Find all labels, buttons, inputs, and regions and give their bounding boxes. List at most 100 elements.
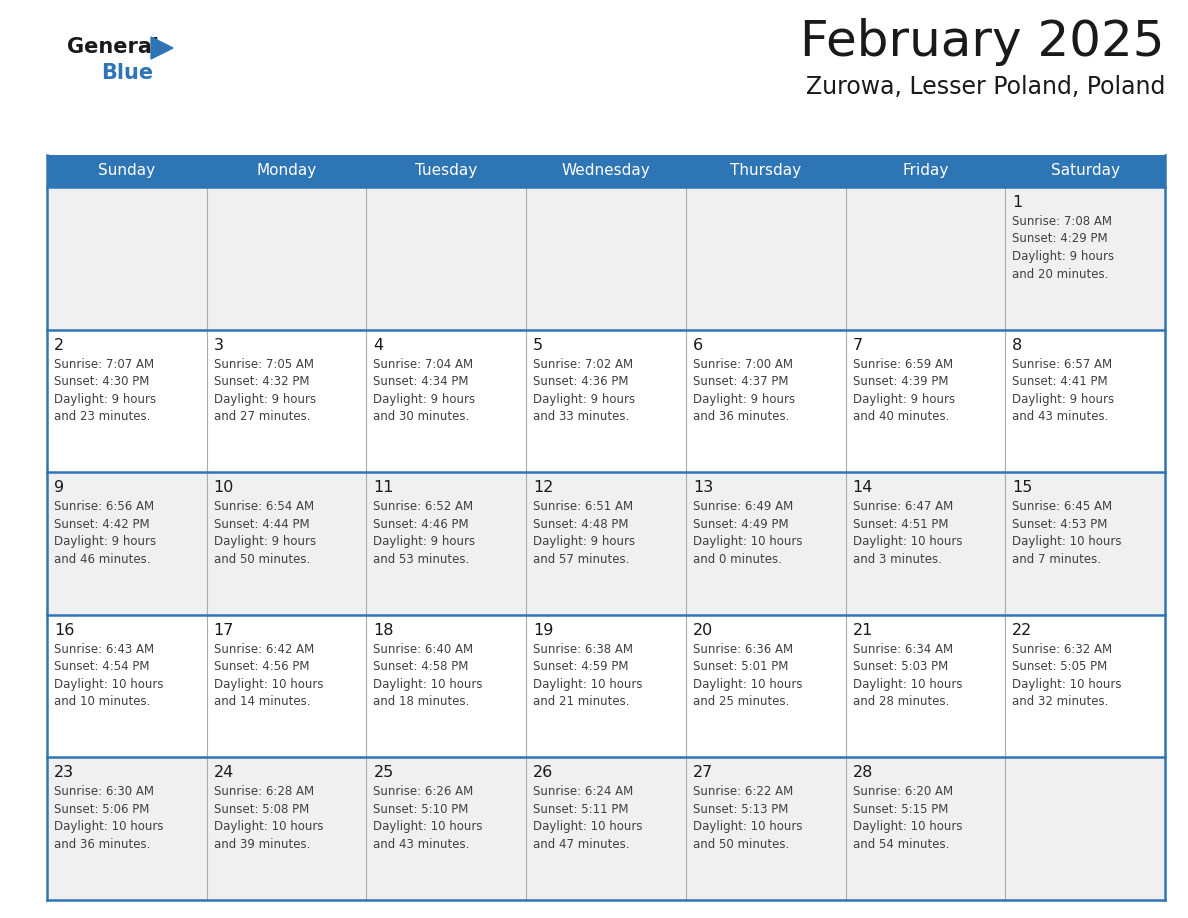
Text: Sunrise: 6:34 AM: Sunrise: 6:34 AM: [853, 643, 953, 655]
Text: and 39 minutes.: and 39 minutes.: [214, 838, 310, 851]
Text: Daylight: 9 hours: Daylight: 9 hours: [373, 393, 475, 406]
Text: 15: 15: [1012, 480, 1032, 495]
Text: and 46 minutes.: and 46 minutes.: [53, 553, 151, 565]
Text: Zurowa, Lesser Poland, Poland: Zurowa, Lesser Poland, Poland: [805, 75, 1165, 99]
Text: Sunrise: 6:38 AM: Sunrise: 6:38 AM: [533, 643, 633, 655]
Text: Daylight: 10 hours: Daylight: 10 hours: [53, 821, 164, 834]
Text: Daylight: 9 hours: Daylight: 9 hours: [533, 393, 636, 406]
Text: 8: 8: [1012, 338, 1023, 353]
Text: Sunset: 4:39 PM: Sunset: 4:39 PM: [853, 375, 948, 388]
Text: and 43 minutes.: and 43 minutes.: [373, 838, 469, 851]
Text: Sunrise: 6:59 AM: Sunrise: 6:59 AM: [853, 358, 953, 371]
Text: 22: 22: [1012, 622, 1032, 638]
Text: and 50 minutes.: and 50 minutes.: [693, 838, 789, 851]
Text: 6: 6: [693, 338, 703, 353]
Text: Daylight: 9 hours: Daylight: 9 hours: [53, 535, 156, 548]
Text: and 53 minutes.: and 53 minutes.: [373, 553, 469, 565]
Text: Daylight: 9 hours: Daylight: 9 hours: [693, 393, 795, 406]
Polygon shape: [151, 37, 173, 59]
Text: and 57 minutes.: and 57 minutes.: [533, 553, 630, 565]
Text: Sunset: 4:30 PM: Sunset: 4:30 PM: [53, 375, 150, 388]
Text: Daylight: 10 hours: Daylight: 10 hours: [1012, 535, 1121, 548]
Text: 23: 23: [53, 766, 74, 780]
Text: Sunset: 5:03 PM: Sunset: 5:03 PM: [853, 660, 948, 673]
Text: Sunset: 4:59 PM: Sunset: 4:59 PM: [533, 660, 628, 673]
Text: Sunset: 4:37 PM: Sunset: 4:37 PM: [693, 375, 789, 388]
Text: Sunset: 4:58 PM: Sunset: 4:58 PM: [373, 660, 469, 673]
Text: Sunrise: 7:05 AM: Sunrise: 7:05 AM: [214, 358, 314, 371]
Text: Sunrise: 6:54 AM: Sunrise: 6:54 AM: [214, 500, 314, 513]
Text: and 50 minutes.: and 50 minutes.: [214, 553, 310, 565]
Text: Daylight: 9 hours: Daylight: 9 hours: [853, 393, 955, 406]
Text: and 18 minutes.: and 18 minutes.: [373, 695, 469, 709]
Text: Daylight: 10 hours: Daylight: 10 hours: [853, 821, 962, 834]
Text: and 30 minutes.: and 30 minutes.: [373, 410, 469, 423]
Text: 2: 2: [53, 338, 64, 353]
Text: 17: 17: [214, 622, 234, 638]
Text: Sunrise: 6:24 AM: Sunrise: 6:24 AM: [533, 786, 633, 799]
Text: and 32 minutes.: and 32 minutes.: [1012, 695, 1108, 709]
Text: Saturday: Saturday: [1050, 163, 1119, 178]
Text: Sunrise: 6:26 AM: Sunrise: 6:26 AM: [373, 786, 474, 799]
Text: Sunrise: 6:51 AM: Sunrise: 6:51 AM: [533, 500, 633, 513]
Text: Daylight: 10 hours: Daylight: 10 hours: [533, 677, 643, 691]
Text: Daylight: 10 hours: Daylight: 10 hours: [853, 535, 962, 548]
Text: Daylight: 9 hours: Daylight: 9 hours: [533, 535, 636, 548]
Text: Monday: Monday: [257, 163, 317, 178]
Text: Sunrise: 6:40 AM: Sunrise: 6:40 AM: [373, 643, 474, 655]
Text: Sunset: 4:34 PM: Sunset: 4:34 PM: [373, 375, 469, 388]
Text: 9: 9: [53, 480, 64, 495]
Text: Thursday: Thursday: [731, 163, 801, 178]
Text: 3: 3: [214, 338, 223, 353]
Bar: [48, 472, 1165, 615]
Bar: [48, 155, 1165, 187]
Text: Sunrise: 6:30 AM: Sunrise: 6:30 AM: [53, 786, 154, 799]
Text: Sunset: 4:51 PM: Sunset: 4:51 PM: [853, 518, 948, 531]
Text: 21: 21: [853, 622, 873, 638]
Text: 16: 16: [53, 622, 75, 638]
Text: 13: 13: [693, 480, 713, 495]
Text: and 28 minutes.: and 28 minutes.: [853, 695, 949, 709]
Text: and 25 minutes.: and 25 minutes.: [693, 695, 789, 709]
Text: Sunrise: 7:00 AM: Sunrise: 7:00 AM: [693, 358, 792, 371]
Text: Sunset: 4:54 PM: Sunset: 4:54 PM: [53, 660, 150, 673]
Text: Sunset: 4:46 PM: Sunset: 4:46 PM: [373, 518, 469, 531]
Text: and 27 minutes.: and 27 minutes.: [214, 410, 310, 423]
Text: and 54 minutes.: and 54 minutes.: [853, 838, 949, 851]
Text: and 23 minutes.: and 23 minutes.: [53, 410, 151, 423]
Text: Sunset: 5:01 PM: Sunset: 5:01 PM: [693, 660, 788, 673]
Text: Sunset: 5:13 PM: Sunset: 5:13 PM: [693, 803, 788, 816]
Text: 5: 5: [533, 338, 543, 353]
Text: and 43 minutes.: and 43 minutes.: [1012, 410, 1108, 423]
Text: Sunrise: 6:52 AM: Sunrise: 6:52 AM: [373, 500, 474, 513]
Text: Daylight: 9 hours: Daylight: 9 hours: [53, 393, 156, 406]
Text: Sunrise: 6:22 AM: Sunrise: 6:22 AM: [693, 786, 794, 799]
Text: Sunset: 4:42 PM: Sunset: 4:42 PM: [53, 518, 150, 531]
Text: 14: 14: [853, 480, 873, 495]
Text: 25: 25: [373, 766, 393, 780]
Text: Sunrise: 7:07 AM: Sunrise: 7:07 AM: [53, 358, 154, 371]
Text: 26: 26: [533, 766, 554, 780]
Bar: [48, 187, 1165, 330]
Text: Sunset: 4:36 PM: Sunset: 4:36 PM: [533, 375, 628, 388]
Text: Daylight: 10 hours: Daylight: 10 hours: [853, 677, 962, 691]
Text: Daylight: 10 hours: Daylight: 10 hours: [214, 821, 323, 834]
Text: Sunrise: 6:56 AM: Sunrise: 6:56 AM: [53, 500, 154, 513]
Text: 28: 28: [853, 766, 873, 780]
Text: 11: 11: [373, 480, 394, 495]
Text: and 40 minutes.: and 40 minutes.: [853, 410, 949, 423]
Text: and 14 minutes.: and 14 minutes.: [214, 695, 310, 709]
Bar: [48, 615, 1165, 757]
Text: Sunset: 4:41 PM: Sunset: 4:41 PM: [1012, 375, 1108, 388]
Text: Sunset: 5:08 PM: Sunset: 5:08 PM: [214, 803, 309, 816]
Text: Sunrise: 6:28 AM: Sunrise: 6:28 AM: [214, 786, 314, 799]
Text: Blue: Blue: [101, 63, 153, 83]
Text: Sunday: Sunday: [99, 163, 156, 178]
Text: Sunset: 5:06 PM: Sunset: 5:06 PM: [53, 803, 150, 816]
Text: Daylight: 10 hours: Daylight: 10 hours: [53, 677, 164, 691]
Text: Daylight: 10 hours: Daylight: 10 hours: [373, 821, 484, 834]
Text: Sunset: 4:44 PM: Sunset: 4:44 PM: [214, 518, 309, 531]
Text: Sunrise: 7:04 AM: Sunrise: 7:04 AM: [373, 358, 474, 371]
Text: 12: 12: [533, 480, 554, 495]
Text: Sunset: 5:11 PM: Sunset: 5:11 PM: [533, 803, 628, 816]
